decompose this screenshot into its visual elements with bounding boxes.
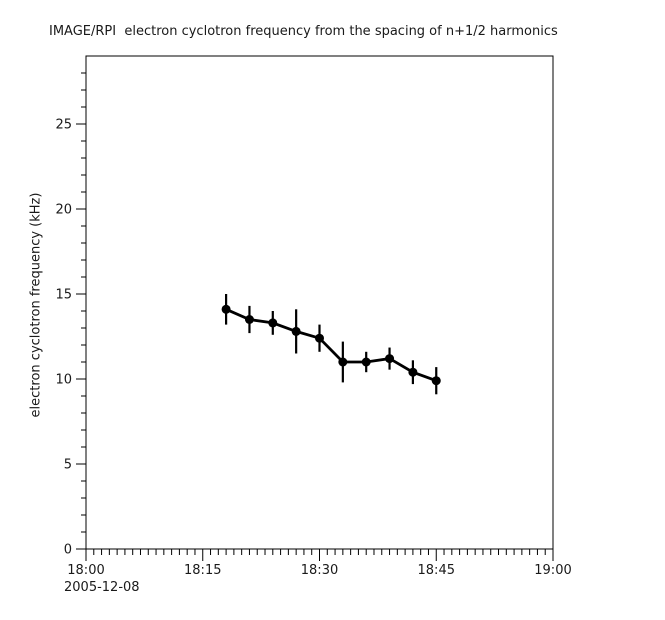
y-tick-label: 15 [55,288,72,303]
data-point [268,318,278,328]
y-tick-label: 10 [55,373,72,388]
x-tick-label: 18:30 [301,563,338,578]
y-tick-label: 25 [55,118,72,133]
y-tick-label: 5 [64,458,72,473]
chart-title: IMAGE/RPI electron cyclotron frequency f… [49,24,558,39]
x-tick-label: 18:45 [418,563,455,578]
plot-frame [85,55,554,550]
y-tick-label: 20 [55,203,72,218]
x-tick-label: 18:00 [67,563,104,578]
data-point [385,354,395,364]
y-tick-label: 0 [64,543,72,558]
data-point [244,315,254,324]
data-point [221,304,231,314]
data-point [431,376,441,386]
x-tick-label: 18:15 [184,563,221,578]
data-point [408,367,418,377]
x-tick-label: 19:00 [534,563,571,578]
data-line [225,308,437,383]
data-point [315,333,324,343]
data-point [291,326,301,336]
data-point [361,357,371,367]
data-point [338,357,348,367]
x-axis-date-label: 2005-12-08 [64,580,140,595]
